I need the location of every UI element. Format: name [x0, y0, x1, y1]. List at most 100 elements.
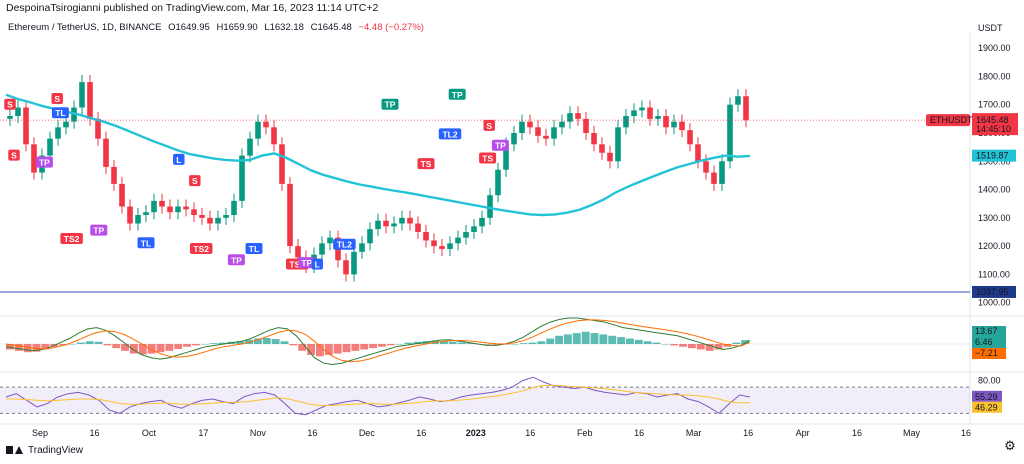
candle-body — [575, 113, 581, 119]
macd-histogram-bar — [94, 341, 103, 344]
signal-badge — [51, 93, 63, 105]
signal-label: TP — [93, 226, 104, 236]
footer-brand[interactable]: TradingView — [6, 444, 83, 456]
hline-price-tag — [972, 285, 1016, 298]
candle-body — [239, 155, 245, 201]
candle-body — [495, 169, 501, 196]
signal-label: TL2 — [442, 129, 457, 139]
candle-body — [671, 121, 677, 128]
price-tick-label: 1000.00 — [978, 298, 1011, 308]
candle-body — [607, 152, 613, 162]
macd-histogram-bar — [732, 342, 741, 344]
macd-histogram-bar — [413, 341, 422, 344]
macd-histogram-bar — [280, 341, 289, 344]
signal-label: TP — [385, 100, 396, 110]
macd-histogram-bar — [271, 339, 280, 344]
ohlc-close: C1645.48 — [310, 22, 352, 33]
time-tick-label: Dec — [359, 428, 376, 438]
macd-histogram-bar — [696, 344, 705, 350]
ma-price-label: 1519.87 — [976, 151, 1009, 161]
gear-icon[interactable]: ⚙ — [1004, 438, 1016, 453]
candle-body — [223, 215, 229, 218]
macd-histogram-bar — [156, 344, 165, 353]
signal-badge — [227, 254, 245, 266]
ohlc-high: H1659.90 — [216, 22, 258, 33]
time-tick-label: Nov — [250, 428, 267, 438]
macd-histogram-bar — [714, 344, 723, 350]
macd-histogram-bar — [6, 344, 14, 350]
macd-histogram-bar — [608, 335, 617, 344]
signal-badge — [189, 242, 213, 254]
candle-body — [655, 116, 661, 119]
candle-body — [119, 183, 125, 207]
price-tick-label: 1300.00 — [978, 213, 1011, 223]
candle-body — [7, 116, 13, 119]
candle-body — [79, 82, 85, 108]
candle-body — [527, 121, 533, 128]
candle-body — [111, 166, 117, 184]
candle-body — [719, 161, 725, 184]
macd-histogram-bar — [670, 344, 679, 346]
macd-histogram-bar — [23, 344, 32, 353]
macd-histogram-bar — [741, 340, 749, 344]
candle-body — [599, 144, 605, 153]
candle-body — [135, 215, 141, 224]
macd-histogram-bar — [236, 341, 245, 344]
rsi-value-label: 55.29 — [975, 392, 998, 402]
price-tick-label: 1400.00 — [978, 185, 1011, 195]
candle-body — [535, 127, 541, 136]
candle-body — [479, 217, 485, 227]
time-tick-label: 16 — [743, 428, 753, 438]
signal-label: TS2 — [193, 244, 209, 254]
price-tick-label: 1100.00 — [978, 269, 1010, 279]
macd-histogram-bar — [68, 344, 76, 345]
candle-body — [271, 127, 277, 145]
time-tick-label: 16 — [416, 428, 426, 438]
macd-histogram-bar — [546, 338, 555, 344]
candle-body — [679, 121, 685, 131]
candle-body — [711, 172, 717, 184]
macd-histogram-bar — [41, 344, 50, 350]
candle-body — [583, 118, 589, 133]
candle-body — [703, 161, 709, 173]
macd-histogram-bar — [121, 344, 129, 351]
macd-histogram-bar — [333, 344, 342, 354]
signal-badge — [417, 158, 435, 170]
rsi-value-tag — [972, 390, 1002, 402]
publisher-line: DespoinaTsirogianni published on Trading… — [6, 2, 379, 14]
rsi-band — [0, 387, 970, 414]
macd-histogram-bar — [395, 344, 404, 345]
macd-histogram-bar — [130, 344, 138, 354]
signal-label: TL2 — [337, 240, 352, 250]
signal-badge — [8, 149, 20, 161]
ohlc-open: O1649.95 — [168, 22, 210, 33]
rsi-tick-label: 80.00 — [978, 376, 1001, 386]
currency-label: USDT — [978, 23, 1003, 33]
macd-histogram-bar — [262, 337, 271, 344]
macd-histogram-bar — [404, 342, 413, 344]
candle-body — [375, 220, 381, 230]
price-tick-label: 1700.00 — [978, 100, 1011, 110]
signal-label: S — [192, 176, 198, 186]
candle-body — [31, 144, 37, 173]
candle-body — [351, 251, 357, 275]
signal-badge — [333, 238, 356, 250]
candle-body — [391, 223, 397, 227]
time-tick-label: May — [903, 428, 921, 438]
candle-body — [151, 200, 157, 213]
macd-histogram-bar — [590, 333, 599, 344]
price-tick-label: 1200.00 — [978, 241, 1011, 251]
candle-body — [367, 229, 373, 244]
macd-histogram-bar — [448, 341, 457, 344]
candle-body — [615, 127, 621, 162]
symbol-title[interactable]: Ethereum / TetherUS, 1D, BINANCE — [8, 22, 162, 33]
candle-body — [231, 200, 237, 216]
signal-badge — [51, 107, 69, 119]
macd-histogram-bar — [528, 342, 537, 344]
price-tick-label: 1900.00 — [978, 43, 1011, 53]
signal-label: TP — [231, 255, 242, 265]
candle-body — [159, 200, 165, 207]
time-tick-label: 17 — [198, 428, 208, 438]
macd-histogram-bar — [183, 344, 191, 347]
